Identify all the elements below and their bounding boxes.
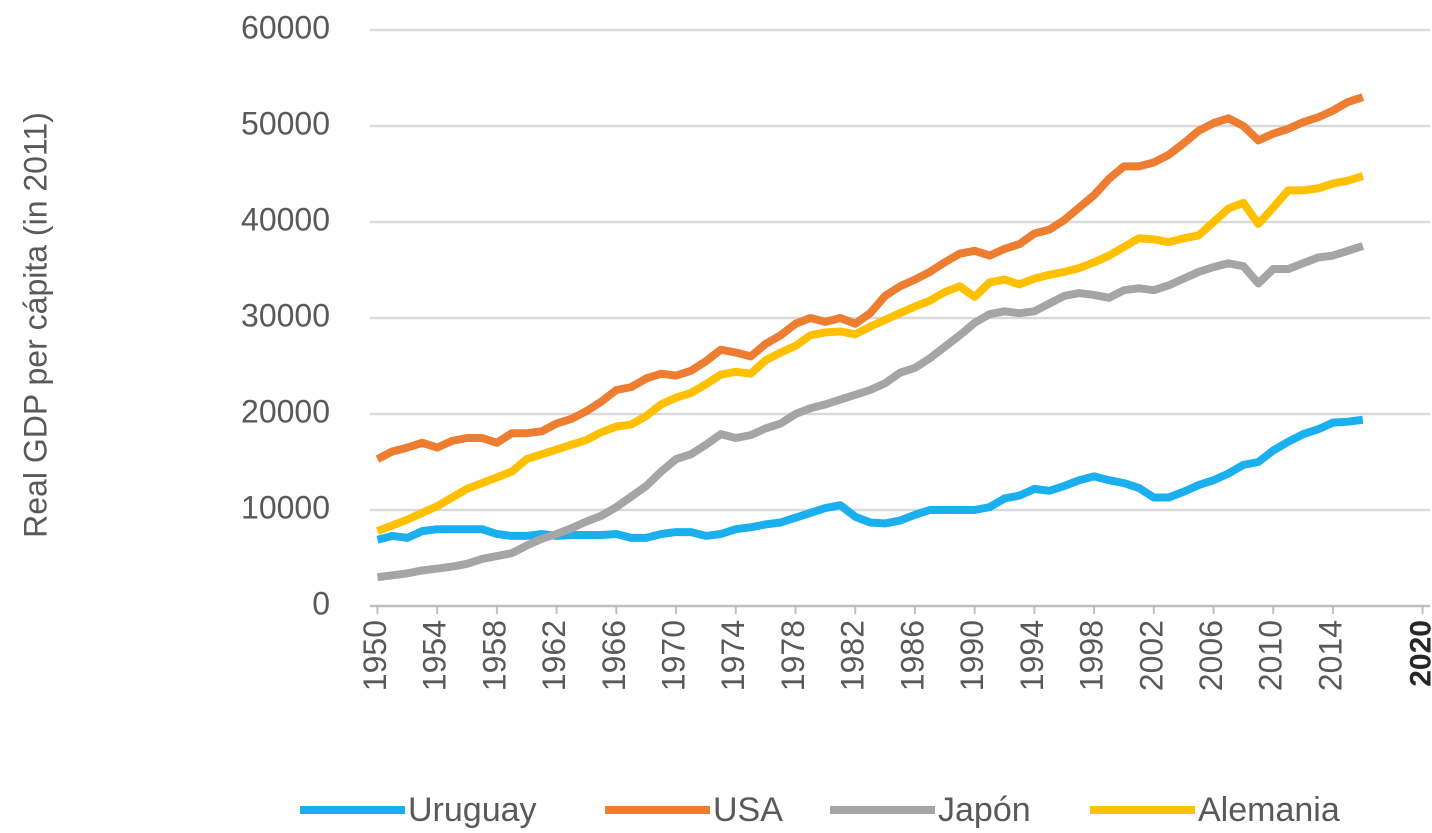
x-tick-label: 1958 xyxy=(476,620,512,691)
legend-label: Alemania xyxy=(1198,791,1340,829)
x-tick-label: 2010 xyxy=(1253,620,1289,691)
y-tick-label: 60000 xyxy=(241,9,330,45)
x-tick-label: 1970 xyxy=(656,620,692,691)
legend-label: Japón xyxy=(938,791,1031,829)
x-tick-label: 1994 xyxy=(1014,620,1050,691)
series-line xyxy=(375,93,1365,463)
series-line xyxy=(376,242,1365,582)
x-tick-label: 1982 xyxy=(835,620,871,691)
y-tick-label: 0 xyxy=(312,585,330,621)
series-line xyxy=(376,415,1364,544)
x-tick-label: 1986 xyxy=(894,620,930,691)
x-tick-label: 1990 xyxy=(954,620,990,691)
y-axis-title: Real GDP per cápita (in 2011) xyxy=(17,112,53,538)
y-tick-label: 20000 xyxy=(241,393,330,429)
x-tick-label: 2002 xyxy=(1133,620,1169,691)
legend-label: USA xyxy=(713,791,783,829)
x-tick-label: 2006 xyxy=(1193,620,1229,691)
y-tick-label: 40000 xyxy=(241,201,330,237)
legend-label: Uruguay xyxy=(408,791,537,829)
x-tick-label: 1978 xyxy=(775,620,811,691)
x-tick-label: 2014 xyxy=(1312,620,1348,691)
x-tick-label: 1974 xyxy=(715,620,751,691)
x-tick-label: 1950 xyxy=(357,620,393,691)
y-tick-label: 10000 xyxy=(241,489,330,525)
x-tick-label: 1962 xyxy=(536,620,572,691)
x-tick-label: 1966 xyxy=(596,620,632,691)
y-tick-label: 30000 xyxy=(241,297,330,333)
x-tick-label: 2020 xyxy=(1404,620,1432,687)
y-tick-label: 50000 xyxy=(241,105,330,141)
x-tick-label: 1954 xyxy=(417,620,453,691)
x-tick-label: 1998 xyxy=(1074,620,1110,691)
series-line xyxy=(376,172,1365,535)
